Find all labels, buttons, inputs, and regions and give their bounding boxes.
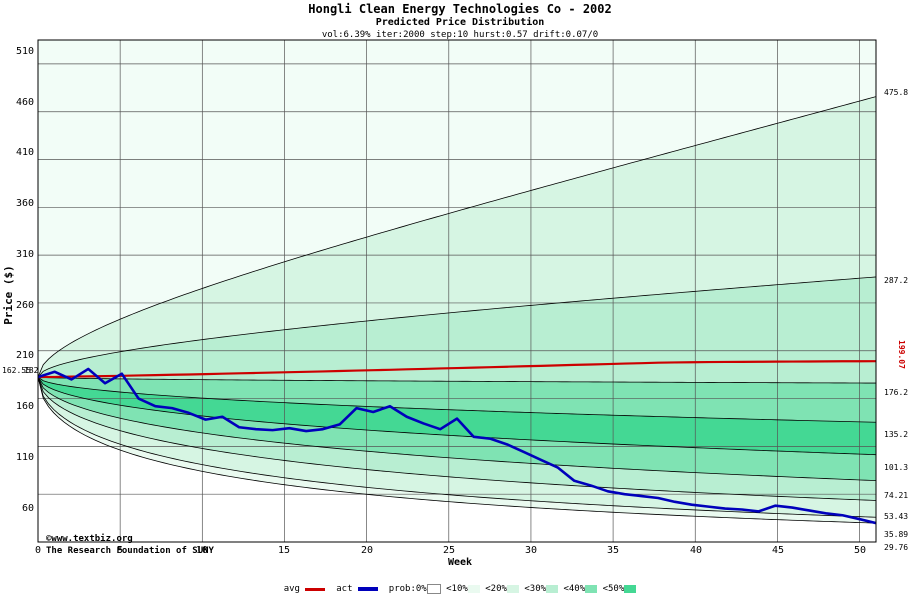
x-axis-label: Week xyxy=(447,557,473,568)
left-annotation-price: 182.5 xyxy=(24,366,49,375)
legend: avg act prob:0% <10% <20% <30% <40% <50% xyxy=(0,584,920,595)
y-tick-label: 310 xyxy=(15,249,34,260)
x-tick-label: 35 xyxy=(606,545,620,556)
x-tick-label: 45 xyxy=(771,545,785,556)
legend-label-20: <20% xyxy=(485,584,507,594)
x-tick-label: 5 xyxy=(116,545,124,556)
legend-line-avg xyxy=(305,587,326,591)
y-tick-label: 160 xyxy=(15,401,34,412)
chart-parameters: vol:6.39% iter:2000 step:10 hurst:0.57 d… xyxy=(321,30,599,40)
grid-lines xyxy=(38,40,876,542)
data-series xyxy=(38,360,876,525)
y-tick-label: 60 xyxy=(21,503,34,514)
y-tick-label: 110 xyxy=(15,452,34,463)
right-label-475: 475.8 xyxy=(884,88,909,97)
right-label-135: 135.2 xyxy=(884,430,909,439)
y-tick-label: 360 xyxy=(15,198,34,209)
x-tick-label: 0 xyxy=(34,545,42,556)
legend-label-act: act xyxy=(336,584,353,594)
band-boundary-lines xyxy=(38,96,876,524)
x-tick-label: 20 xyxy=(360,545,374,556)
legend-label-prob0: prob:0% xyxy=(388,584,427,594)
right-label-29: 29.76 xyxy=(884,543,909,552)
right-label-101: 101.3 xyxy=(884,463,909,472)
legend-swatch-40 xyxy=(585,585,598,593)
legend-label-40: <40% xyxy=(563,584,586,594)
legend-swatch-20 xyxy=(506,585,519,593)
y-tick-label: 410 xyxy=(15,147,34,158)
legend-swatch-50 xyxy=(624,585,637,593)
right-label-176: 176.2 xyxy=(884,388,909,397)
right-label-35: 35.89 xyxy=(884,530,909,539)
legend-label-50: <50% xyxy=(602,584,625,594)
y-tick-label: 510 xyxy=(15,46,34,57)
x-tick-label: 15 xyxy=(277,545,291,556)
legend-swatch-prob0 xyxy=(426,584,441,594)
legend-swatch-30 xyxy=(546,585,559,593)
x-tick-label: 10 xyxy=(195,545,209,556)
right-label-74: 74.21 xyxy=(884,491,909,500)
right-label-avg: 199.07 xyxy=(897,340,906,369)
chart-title: Hongli Clean Energy Technologies Co - 20… xyxy=(308,2,612,16)
plot-border xyxy=(37,39,877,543)
legend-line-act xyxy=(357,587,378,591)
chart-subtitle: Predicted Price Distribution xyxy=(375,17,545,28)
x-tick-label: 25 xyxy=(442,545,456,556)
copyright-text: ©www.textbiz.org xyxy=(46,534,133,544)
right-label-287: 287.2 xyxy=(884,276,909,285)
right-label-53: 53.43 xyxy=(884,512,909,521)
y-tick-label: 210 xyxy=(15,350,34,361)
legend-label-avg: avg xyxy=(283,584,300,594)
x-tick-label: 50 xyxy=(853,545,867,556)
x-tick-label: 30 xyxy=(524,545,538,556)
legend-label-10: <10% xyxy=(446,584,468,594)
probability-bands xyxy=(38,40,876,524)
left-annotation-start: 162.55 xyxy=(2,366,31,375)
y-tick-label: 260 xyxy=(15,300,34,311)
x-tick-label: 40 xyxy=(689,545,703,556)
organization-text: The Research Foundation of SUNY xyxy=(46,546,214,556)
legend-swatch-10 xyxy=(467,585,480,593)
y-tick-label: 460 xyxy=(15,97,34,108)
legend-label-30: <30% xyxy=(524,584,547,594)
